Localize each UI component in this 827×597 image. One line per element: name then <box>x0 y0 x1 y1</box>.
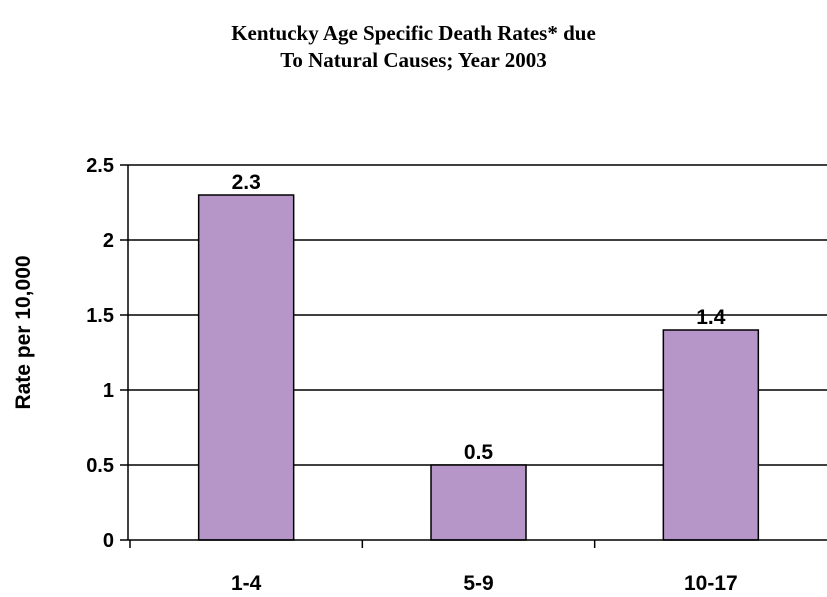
y-tick-label: 0 <box>103 530 114 552</box>
y-tick-label: 2 <box>103 230 114 252</box>
y-tick-label: 2.5 <box>86 155 114 177</box>
x-tick-label: 5-9 <box>463 572 493 595</box>
y-tick-label: 1 <box>103 380 114 402</box>
bar <box>662 329 760 541</box>
bar <box>197 194 295 541</box>
data-label: 1.4 <box>696 306 726 329</box>
data-label: 2.3 <box>232 171 261 194</box>
bar <box>430 464 527 541</box>
x-tick-label: 10-17 <box>684 572 738 595</box>
y-axis-title: Rate per 10,000 <box>12 255 35 409</box>
chart-title-line-2: To Natural Causes; Year 2003 <box>280 48 547 72</box>
chart-title-line-1: Kentucky Age Specific Death Rates* due <box>231 21 596 45</box>
y-tick-label: 0.5 <box>86 455 114 477</box>
chart-title: Kentucky Age Specific Death Rates* due T… <box>0 20 827 74</box>
data-label: 0.5 <box>464 441 494 464</box>
x-tick-label: 1-4 <box>231 572 262 595</box>
y-tick-label: 1.5 <box>86 305 114 327</box>
